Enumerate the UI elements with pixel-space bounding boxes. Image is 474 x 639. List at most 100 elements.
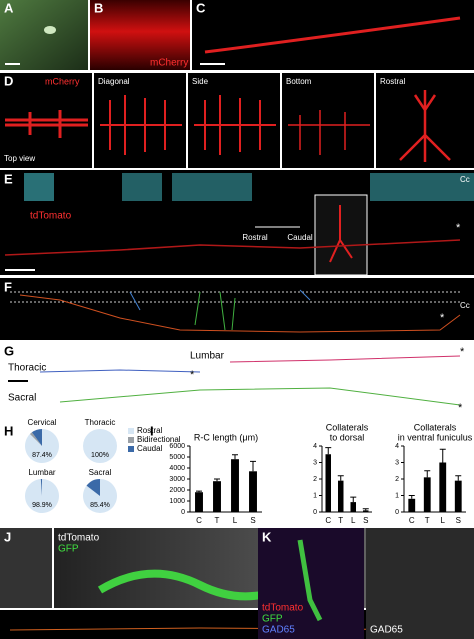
pie-name: Sacral: [89, 468, 112, 477]
label: Caudal: [287, 233, 313, 242]
panel-letter: C: [196, 0, 206, 15]
y-tick-label: 1000: [169, 498, 185, 505]
bar: [213, 481, 221, 512]
x-tick-label: L: [441, 516, 446, 525]
error-bar: [350, 496, 357, 503]
bar: [439, 462, 447, 512]
image-k: [366, 528, 474, 639]
image-d: [282, 73, 374, 168]
value-label: 85.4%: [90, 502, 110, 509]
pie-slice: [29, 432, 42, 446]
view-label: Bottom: [286, 77, 312, 86]
image-d: [188, 73, 280, 168]
x-tick-label: T: [425, 516, 430, 525]
label: GAD65: [262, 625, 295, 636]
panel-letter: D: [4, 73, 13, 88]
panel-letter: K: [262, 529, 272, 544]
error-bar: [337, 475, 344, 481]
label: mCherry: [150, 58, 188, 69]
bar: [338, 480, 344, 512]
x-tick-label: C: [196, 516, 202, 525]
error-bar: [362, 508, 369, 511]
legend-swatch: [128, 428, 134, 434]
x-tick-label: T: [215, 516, 220, 525]
axon-trace: [194, 291, 236, 331]
bar: [363, 510, 369, 512]
pie-name: Thoracic: [85, 418, 116, 427]
view-label: Rostral: [380, 77, 406, 86]
neuron-trace: [399, 90, 451, 162]
label: Sacral: [8, 393, 36, 404]
label: tdTomato: [30, 211, 72, 222]
label: GFP: [262, 614, 283, 625]
bar: [195, 492, 203, 512]
image-f: [0, 278, 474, 340]
error-bar: [232, 454, 238, 460]
highlight: [44, 26, 56, 34]
inset: [172, 173, 252, 201]
bar: [423, 477, 431, 512]
error-bar: [424, 470, 431, 478]
x-tick-label: S: [456, 516, 461, 525]
axon-trace: [59, 387, 461, 406]
cells: [297, 539, 323, 622]
value-label: 87.4%: [32, 452, 52, 459]
bar: [325, 454, 331, 512]
y-tick-label: 2: [395, 476, 399, 483]
bar: [350, 502, 356, 512]
neuron-trace: [5, 110, 88, 138]
axon-trace: [4, 239, 461, 256]
image-j: [0, 528, 52, 608]
x-tick-label: C: [409, 516, 415, 525]
value-label: 98.9%: [32, 502, 52, 509]
pie-slice: [83, 479, 118, 513]
panel-letter: F: [4, 279, 12, 294]
axon-trace: [129, 289, 311, 311]
chart-title: in ventral funiculus: [398, 432, 473, 442]
legend-label: Bidirectional: [137, 435, 181, 444]
chart-title: Collaterals: [414, 422, 457, 432]
panel-d: D mCherry Top view Diagonal Side Bottom …: [0, 73, 474, 168]
inset: [370, 173, 474, 201]
bar: [231, 459, 239, 512]
label: tdTomato: [262, 603, 304, 614]
panel-letter: G: [4, 343, 14, 358]
x-tick-label: S: [363, 516, 368, 525]
panel-letter: B: [94, 0, 103, 15]
x-tick-label: L: [233, 516, 238, 525]
label: tdTomato: [58, 533, 100, 544]
y-tick-label: 0: [395, 509, 399, 516]
marker: *: [460, 346, 465, 358]
chart-title: Collaterals: [326, 422, 369, 432]
x-tick-label: T: [338, 516, 343, 525]
neuron-trace: [329, 205, 353, 263]
error-bar: [408, 495, 415, 499]
y-tick-label: 4000: [169, 465, 185, 472]
x-tick-label: L: [351, 516, 356, 525]
view-label: Side: [192, 77, 209, 86]
marker: *: [458, 402, 463, 414]
view-label: Top view: [4, 154, 35, 163]
panel-letter: J: [4, 529, 11, 544]
pie-name: Lumbar: [28, 468, 55, 477]
inset: [24, 173, 54, 201]
error-bar: [455, 475, 462, 481]
legend-swatch: [128, 437, 134, 443]
y-tick-label: 4: [395, 443, 399, 450]
label: Cc: [460, 301, 470, 310]
marker: *: [456, 222, 461, 234]
axon-trace: [19, 294, 461, 333]
y-tick-label: 3: [313, 459, 317, 466]
y-tick-label: 3: [395, 459, 399, 466]
panel-letter: E: [4, 171, 13, 186]
pie-slice: [83, 429, 117, 463]
panel-letter: A: [4, 0, 14, 15]
inset: [122, 173, 162, 201]
label: GFP: [58, 544, 79, 555]
image-a: [0, 0, 88, 70]
label: Rostral: [242, 233, 268, 242]
y-tick-label: 1: [313, 492, 317, 499]
panel-letter: I: [150, 423, 154, 438]
label: mCherry: [45, 76, 80, 86]
